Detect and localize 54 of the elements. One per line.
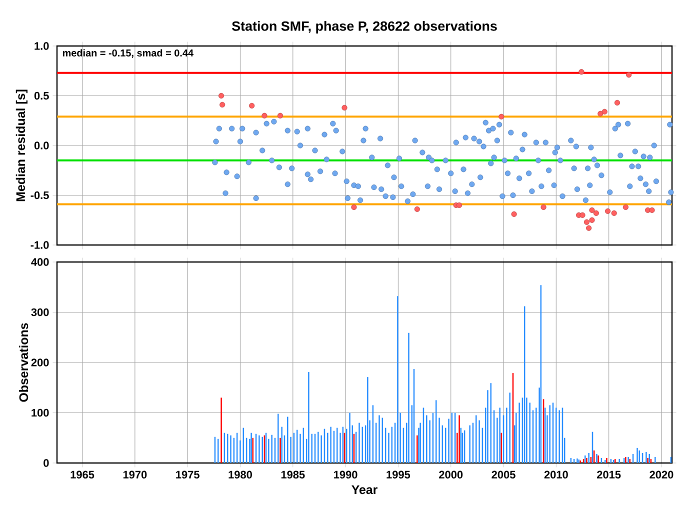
- point: [614, 100, 620, 106]
- point: [578, 69, 584, 75]
- point: [342, 104, 348, 110]
- x-tick-label: 1975: [176, 470, 200, 479]
- x-tick-label: 1995: [386, 470, 410, 479]
- point: [249, 102, 255, 108]
- x-tick-label: 2000: [439, 470, 463, 479]
- point: [598, 110, 604, 116]
- x-tick-label: 1965: [70, 470, 94, 479]
- y-tick-label: -0.5: [30, 191, 49, 200]
- chart-title: Station SMF, phase P, 28622 observations: [232, 20, 497, 34]
- y-tick-label: 1.0: [34, 42, 49, 50]
- y-tick-label: 200: [31, 358, 49, 366]
- y-tick-label: 400: [31, 258, 49, 266]
- point: [498, 114, 504, 120]
- point: [511, 211, 517, 217]
- x-tick-label: 2020: [650, 470, 674, 479]
- x-tick-label: 1970: [123, 470, 147, 479]
- point: [456, 202, 462, 208]
- point: [622, 204, 628, 210]
- point: [414, 206, 420, 212]
- point: [218, 92, 224, 99]
- point: [602, 108, 608, 114]
- point: [540, 204, 546, 210]
- point: [351, 204, 357, 210]
- point: [626, 72, 632, 78]
- point: [584, 219, 590, 225]
- point: [604, 208, 611, 214]
- y-axis-title: Observations: [18, 323, 28, 402]
- point: [589, 207, 595, 213]
- y-tick-label: 0.0: [34, 142, 49, 150]
- point: [649, 207, 655, 213]
- annotation: median = -0.15, smad = 0.44: [62, 49, 194, 58]
- y-tick-label: 100: [32, 408, 49, 417]
- y-tick-label: 0.5: [34, 92, 49, 100]
- point: [220, 102, 226, 108]
- x-tick-label: 1985: [281, 470, 305, 479]
- x-tick-label: 2015: [597, 470, 621, 479]
- y-tick-label: -1.0: [30, 241, 49, 249]
- point: [580, 212, 586, 218]
- point: [589, 217, 595, 223]
- y-tick-label: 0: [44, 459, 49, 467]
- x-tick-label: 1990: [334, 470, 358, 479]
- y-tick-label: 300: [31, 308, 49, 316]
- x-axis-title: Year: [352, 485, 378, 494]
- y-axis-title: Median residual [s]: [16, 90, 28, 202]
- point: [586, 225, 592, 231]
- point: [262, 112, 268, 118]
- point: [593, 210, 599, 216]
- x-tick-label: 1980: [228, 470, 252, 479]
- point: [611, 210, 617, 216]
- x-tick-label: 2010: [544, 470, 568, 479]
- x-tick-label: 2005: [492, 470, 516, 479]
- point: [277, 112, 284, 118]
